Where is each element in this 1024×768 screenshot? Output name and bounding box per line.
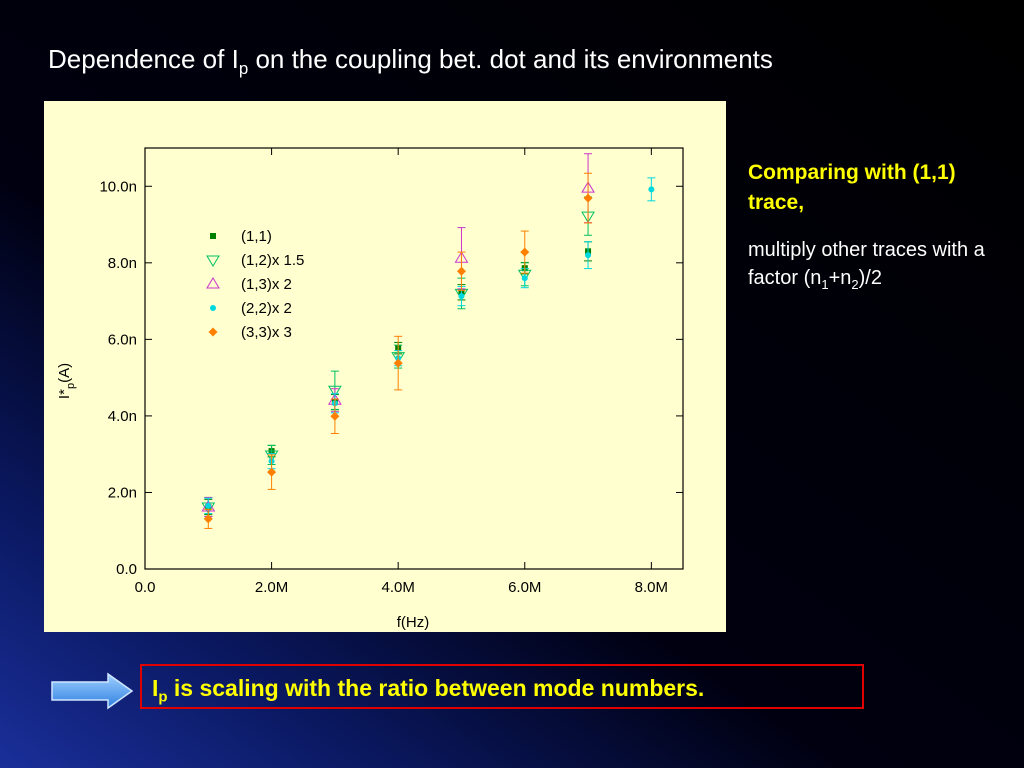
x-tick-label: 4.0M bbox=[381, 579, 414, 596]
y-axis-label: I*p(A) bbox=[56, 363, 77, 399]
marker bbox=[648, 186, 655, 193]
conclusion-sub: p bbox=[158, 688, 168, 706]
conclusion-text: I bbox=[152, 675, 159, 701]
plot-frame bbox=[144, 147, 684, 570]
legend-label: (1,2)x 1.5 bbox=[241, 252, 304, 269]
arrow bbox=[51, 672, 134, 710]
note-text: multiply other traces with a factor (n bbox=[748, 239, 985, 289]
y-tick-label: 8.0n bbox=[108, 255, 137, 272]
marker bbox=[520, 247, 530, 257]
note-text: )/2 bbox=[858, 267, 882, 289]
marker bbox=[393, 358, 403, 368]
note-sub: 1 bbox=[821, 277, 829, 292]
marker bbox=[264, 450, 279, 462]
legend-label: (3,3)x 3 bbox=[241, 324, 292, 341]
title-text: Dependence of I bbox=[48, 44, 239, 74]
slide-title: Dependence of Ip on the coupling bet. do… bbox=[48, 44, 773, 79]
note-heading: Comparing with (1,1) trace, bbox=[748, 161, 956, 214]
marker bbox=[203, 514, 213, 524]
y-label-text: (A) bbox=[56, 363, 73, 383]
note-body: multiply other traces with a factor (n1+… bbox=[748, 236, 1018, 299]
title-sub: p bbox=[238, 59, 249, 79]
title-text: on the coupling bet. dot and its environ… bbox=[248, 44, 773, 74]
marker bbox=[521, 275, 528, 282]
x-axis-label: f(Hz) bbox=[397, 614, 430, 631]
legend-label: (1,3)x 2 bbox=[241, 276, 292, 293]
legend-marker bbox=[206, 255, 220, 267]
legend-marker bbox=[208, 327, 218, 337]
legend-marker bbox=[206, 277, 220, 289]
x-tick-label: 0.0 bbox=[135, 579, 156, 596]
legend-label: (2,2)x 2 bbox=[241, 300, 292, 317]
legend-marker bbox=[210, 233, 216, 239]
conclusion-box: Ip is scaling with the ratio between mod… bbox=[140, 664, 864, 709]
y-tick-label: 4.0n bbox=[108, 408, 137, 425]
marker bbox=[458, 293, 465, 300]
note-text: +n bbox=[828, 267, 852, 289]
conclusion-text: is scaling with the ratio between mode n… bbox=[167, 675, 705, 701]
y-tick-label: 2.0n bbox=[108, 484, 137, 501]
marker bbox=[330, 411, 340, 421]
marker bbox=[585, 252, 592, 259]
x-tick-label: 2.0M bbox=[255, 579, 288, 596]
chart-panel bbox=[44, 101, 726, 632]
marker bbox=[456, 266, 466, 276]
y-tick-label: 6.0n bbox=[108, 331, 137, 348]
legend-label: (1,1) bbox=[241, 228, 272, 245]
marker bbox=[327, 385, 342, 398]
y-tick-label: 0.0 bbox=[116, 561, 137, 578]
y-label-sub: p bbox=[65, 383, 77, 389]
legend-marker bbox=[210, 305, 216, 311]
marker bbox=[267, 467, 277, 477]
chart: f(Hz) I*p(A) 0.0 2.0M 4.0M 6.0M 8.0M 0.0 2.0n 4… bbox=[44, 101, 726, 632]
marker bbox=[583, 193, 593, 203]
note-sub: 2 bbox=[851, 277, 859, 292]
y-label-text: I* bbox=[56, 389, 73, 399]
marker bbox=[205, 502, 212, 509]
x-tick-label: 6.0M bbox=[508, 579, 541, 596]
x-tick-label: 8.0M bbox=[635, 579, 668, 596]
y-tick-label: 10.0n bbox=[99, 178, 137, 195]
